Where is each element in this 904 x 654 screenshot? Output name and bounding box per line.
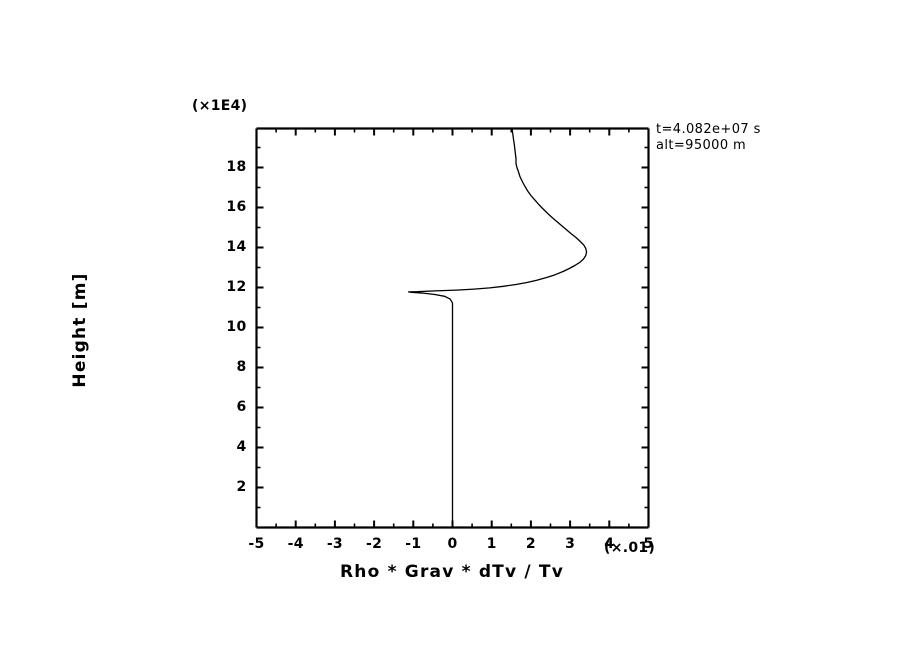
- annotation-block: t=4.082e+07 s alt=95000 m: [656, 122, 761, 154]
- x-tick-label: -5: [248, 535, 265, 552]
- x-tick-label: 5: [643, 535, 654, 552]
- x-tick-label: -3: [326, 535, 343, 552]
- x-axis-multiplier-label: (×.01): [604, 540, 656, 556]
- x-tick-label: 0: [447, 535, 458, 552]
- y-axis-multiplier-label: (×1E4): [192, 98, 248, 114]
- y-tick-label: 10: [226, 318, 247, 335]
- x-tick-label: 1: [486, 535, 497, 552]
- y-tick-label: 4: [236, 438, 247, 455]
- y-tick-label: 18: [226, 158, 247, 175]
- y-tick-label: 12: [226, 278, 247, 295]
- y-tick-label: 14: [226, 238, 247, 255]
- x-tick-label: 2: [525, 535, 536, 552]
- x-tick-label: -2: [366, 535, 383, 552]
- x-tick-label: 4: [604, 535, 615, 552]
- x-tick-label: -1: [405, 535, 422, 552]
- annotation-time: t=4.082e+07 s: [656, 122, 761, 137]
- x-tick-label: 3: [565, 535, 576, 552]
- y-tick-label: 8: [236, 358, 247, 375]
- y-tick-label: 16: [226, 198, 247, 215]
- y-tick-label: 2: [236, 478, 247, 495]
- x-axis-title: Rho * Grav * dTv / Tv: [340, 562, 564, 582]
- x-tick-label: -4: [287, 535, 304, 552]
- data-series-line: [407, 127, 588, 525]
- annotation-altitude: alt=95000 m: [656, 138, 747, 153]
- y-tick-label: 6: [236, 398, 247, 415]
